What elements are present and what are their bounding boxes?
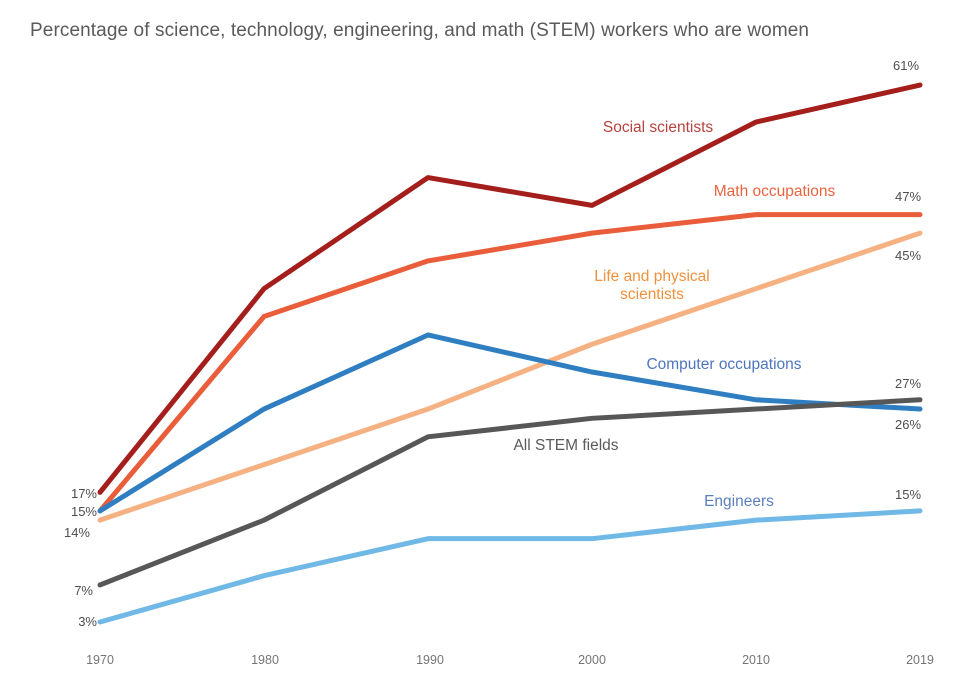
x-tick-2010: 2010 xyxy=(742,653,770,667)
series-label-all-stem-fields: All STEM fields xyxy=(513,437,619,454)
end-value-label-life-physical: 45% xyxy=(895,248,922,263)
line-life-and-physical-scientists xyxy=(97,230,923,523)
end-value-label-all-stem: 27% xyxy=(895,376,922,391)
series-label-life-and-physical-scientists: Life and physical scientists xyxy=(594,268,710,303)
end-value-label-computer-occupations: 26% xyxy=(895,417,922,432)
line-all-stem-fields xyxy=(97,397,923,588)
line-computer-occupations xyxy=(97,332,923,514)
x-tick-2000: 2000 xyxy=(578,653,606,667)
end-value-label-social-scientists: 61% xyxy=(893,58,920,73)
series-label-social-scientists: Social scientists xyxy=(602,119,714,136)
chart-title: Percentage of science, technology, engin… xyxy=(30,20,810,41)
x-tick-1970: 1970 xyxy=(86,653,114,667)
start-value-label-social-scientists: 17% xyxy=(70,486,97,501)
series-label-math-occupations: Math occupations xyxy=(713,183,836,200)
x-tick-2019: 2019 xyxy=(906,653,934,667)
line-social-scientists xyxy=(97,82,923,495)
start-value-label-life-physical: 14% xyxy=(63,525,90,540)
x-tick-1990: 1990 xyxy=(416,653,444,667)
x-tick-1980: 1980 xyxy=(251,653,279,667)
series-label-engineers: Engineers xyxy=(704,493,774,510)
series-label-computer-occupations: Computer occupations xyxy=(646,356,802,373)
end-value-label-math-occupations: 47% xyxy=(895,189,922,204)
start-value-label-engineers: 3% xyxy=(78,614,97,629)
end-value-label-engineers: 15% xyxy=(895,487,922,502)
line-engineers xyxy=(97,508,923,625)
line-math-occupations xyxy=(97,212,923,514)
start-value-label-all-stem: 7% xyxy=(74,583,93,598)
start-value-label-computer-math: 15% xyxy=(70,504,97,519)
